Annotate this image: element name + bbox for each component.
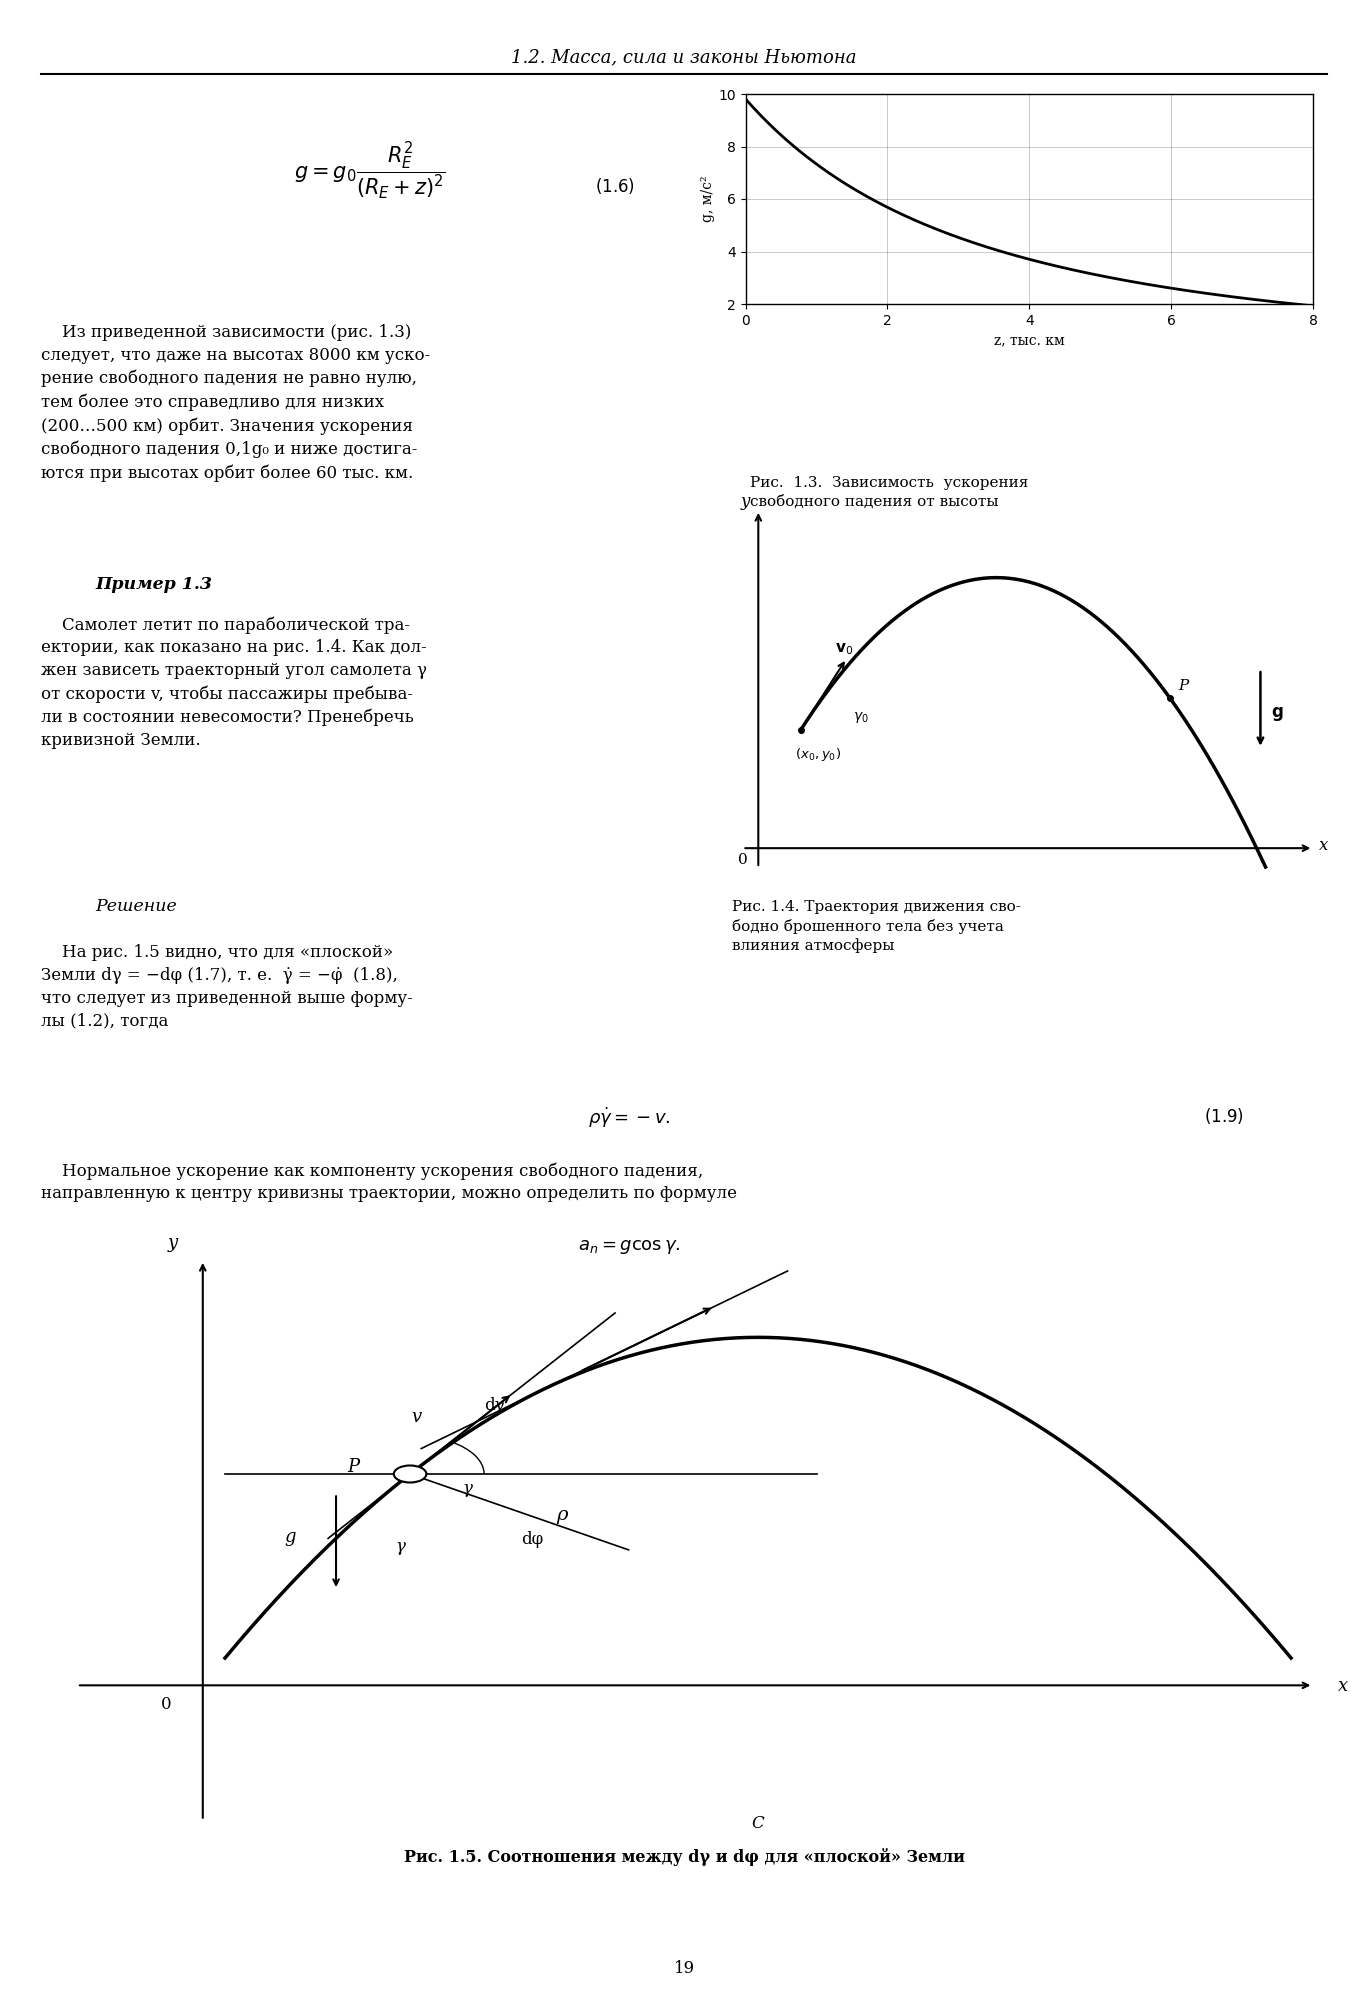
Text: Рис.  1.3.  Зависимость  ускорения
свободного падения от высоты: Рис. 1.3. Зависимость ускорения свободно… <box>750 476 1027 508</box>
Text: Пример 1.3: Пример 1.3 <box>96 576 213 592</box>
Text: x: x <box>1338 1678 1347 1696</box>
Text: $\mathbf{v}_0$: $\mathbf{v}_0$ <box>834 642 854 658</box>
X-axis label: z, тыс. км: z, тыс. км <box>995 334 1064 348</box>
Text: x: x <box>1319 838 1328 854</box>
Text: dφ: dφ <box>521 1530 543 1548</box>
Text: C: C <box>751 1816 765 1832</box>
Text: v: v <box>412 1408 421 1426</box>
Text: γ: γ <box>395 1538 405 1556</box>
Text: γ: γ <box>462 1480 472 1498</box>
Text: $\mathbf{g}$: $\mathbf{g}$ <box>1271 704 1283 722</box>
Text: Самолет летит по параболической тра-
ектории, как показано на рис. 1.4. Как дол-: Самолет летит по параболической тра- ект… <box>41 616 427 750</box>
Text: ρ: ρ <box>557 1506 568 1524</box>
Text: P: P <box>347 1458 360 1476</box>
Text: y: y <box>740 494 750 510</box>
Text: $(1.9)$: $(1.9)$ <box>1204 1106 1244 1126</box>
Text: $(1.6)$: $(1.6)$ <box>595 176 635 196</box>
Text: $(x_0, y_0)$: $(x_0, y_0)$ <box>795 746 841 762</box>
Y-axis label: g, м/с²: g, м/с² <box>702 176 715 222</box>
Text: Решение: Решение <box>96 898 178 916</box>
Text: $\gamma_0$: $\gamma_0$ <box>854 710 869 726</box>
Text: g: g <box>285 1528 295 1546</box>
Text: Рис. 1.4. Траектория движения сво-
бодно брошенного тела без учета
влияния атмос: Рис. 1.4. Траектория движения сво- бодно… <box>732 900 1021 954</box>
Text: 19: 19 <box>673 1960 695 1976</box>
Text: $g = g_0 \dfrac{R_E^2}{\left(R_E + z\right)^2}$: $g = g_0 \dfrac{R_E^2}{\left(R_E + z\rig… <box>294 140 445 200</box>
Text: P: P <box>1178 680 1189 694</box>
Text: На рис. 1.5 видно, что для «плоской»
Земли dγ = −dφ (1.7), т. е.  γ̇ = −φ̇  (1.8: На рис. 1.5 видно, что для «плоской» Зем… <box>41 944 413 1030</box>
Circle shape <box>394 1466 427 1482</box>
Text: 1.2. Масса, сила и законы Ньютона: 1.2. Масса, сила и законы Ньютона <box>512 48 856 66</box>
Text: dγ: dγ <box>484 1398 505 1414</box>
Text: Из приведенной зависимости (рис. 1.3)
следует, что даже на высотах 8000 км уско-: Из приведенной зависимости (рис. 1.3) сл… <box>41 324 431 482</box>
Text: Рис. 1.5. Соотношения между dγ и dφ для «плоской» Земли: Рис. 1.5. Соотношения между dγ и dφ для … <box>404 1848 964 1866</box>
Text: y: y <box>168 1234 178 1252</box>
Text: 0: 0 <box>160 1696 171 1712</box>
Text: 0: 0 <box>737 854 747 868</box>
Text: Нормальное ускорение как компоненту ускорения свободного падения,
направленную к: Нормальное ускорение как компоненту уско… <box>41 1162 737 1202</box>
Text: $\rho\dot{\gamma} = -v.$: $\rho\dot{\gamma} = -v.$ <box>588 1106 670 1130</box>
Text: $a_n = g\cos\gamma.$: $a_n = g\cos\gamma.$ <box>577 1238 681 1256</box>
